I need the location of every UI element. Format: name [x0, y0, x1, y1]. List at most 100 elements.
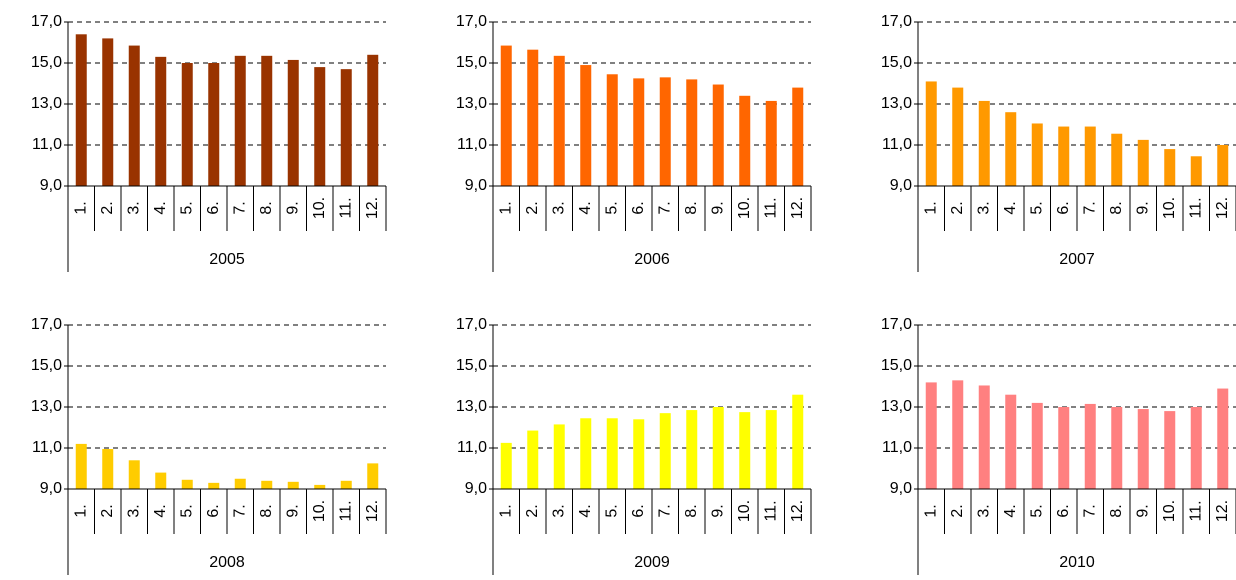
- bar: [1137, 139, 1149, 186]
- x-tick-label: 8.: [683, 201, 700, 214]
- bar: [340, 69, 352, 186]
- x-tick-label: 5.: [603, 504, 620, 517]
- bar: [1111, 407, 1123, 489]
- y-tick-label: 13,0: [31, 95, 62, 112]
- y-tick-label: 15,0: [456, 54, 487, 71]
- x-tick-label: 1.: [72, 504, 89, 517]
- x-tick-label: 4.: [577, 504, 594, 517]
- bar: [659, 77, 671, 186]
- x-tick-label: 8.: [683, 504, 700, 517]
- bar: [500, 442, 512, 489]
- x-tick-label: 8.: [258, 504, 275, 517]
- bar: [367, 463, 379, 489]
- x-tick-label: 4.: [152, 201, 169, 214]
- bar: [367, 54, 379, 186]
- bar: [128, 45, 140, 187]
- bar: [952, 380, 964, 489]
- x-tick-label: 4.: [1002, 201, 1019, 214]
- bar: [181, 63, 193, 186]
- x-tick-label: 7.: [231, 504, 248, 517]
- bar: [208, 63, 220, 186]
- x-tick-label: 9.: [709, 201, 726, 214]
- x-tick-label: 7.: [656, 201, 673, 214]
- bar: [128, 460, 140, 489]
- y-tick-label: 15,0: [31, 54, 62, 71]
- x-tick-label: 9.: [1134, 201, 1151, 214]
- bar: [792, 394, 804, 489]
- x-tick-label: 2.: [949, 504, 966, 517]
- x-tick-label: 6.: [205, 504, 222, 517]
- bar: [1031, 123, 1043, 186]
- bar: [261, 55, 273, 187]
- bar: [181, 479, 193, 489]
- bar: [102, 38, 114, 187]
- bar: [234, 55, 246, 187]
- group-label: 2010: [1059, 554, 1095, 571]
- bar: [1137, 409, 1149, 489]
- bar: [952, 87, 964, 186]
- bar: [102, 449, 114, 489]
- bar: [633, 419, 645, 489]
- bar: [287, 59, 299, 186]
- bar: [1164, 149, 1176, 186]
- y-tick-label: 11,0: [457, 136, 487, 153]
- bar: [925, 81, 937, 186]
- y-tick-label: 15,0: [456, 357, 487, 374]
- bar: [580, 418, 592, 489]
- x-tick-label: 7.: [1081, 504, 1098, 517]
- bar: [1031, 402, 1043, 489]
- x-tick-label: 1.: [497, 504, 514, 517]
- y-tick-label: 9,0: [40, 177, 62, 194]
- x-tick-label: 7.: [656, 504, 673, 517]
- x-tick-label: 9.: [1134, 504, 1151, 517]
- bar: [527, 49, 539, 186]
- x-tick-label: 8.: [1108, 504, 1125, 517]
- y-tick-label: 9,0: [465, 177, 487, 194]
- y-tick-label: 9,0: [40, 480, 62, 497]
- y-tick-label: 13,0: [881, 95, 912, 112]
- x-tick-label: 11.: [762, 197, 779, 218]
- x-tick-label: 5.: [178, 504, 195, 517]
- y-tick-label: 11,0: [32, 439, 62, 456]
- x-tick-label: 10.: [736, 197, 753, 219]
- x-tick-label: 3.: [975, 201, 992, 214]
- y-tick-label: 9,0: [890, 480, 912, 497]
- y-tick-label: 11,0: [882, 439, 912, 456]
- x-tick-label: 3.: [550, 504, 567, 517]
- x-tick-label: 1.: [922, 201, 939, 214]
- x-tick-label: 7.: [231, 201, 248, 214]
- y-tick-label: 17,0: [456, 316, 487, 333]
- x-tick-label: 10.: [311, 500, 328, 522]
- x-tick-label: 8.: [258, 201, 275, 214]
- bar: [580, 65, 592, 186]
- x-tick-label: 10.: [736, 500, 753, 522]
- y-tick-label: 9,0: [465, 480, 487, 497]
- x-tick-label: 6.: [1055, 504, 1072, 517]
- x-tick-label: 2.: [949, 201, 966, 214]
- bar: [686, 79, 698, 186]
- y-tick-label: 15,0: [31, 357, 62, 374]
- x-tick-label: 12.: [1214, 500, 1231, 522]
- y-tick-label: 13,0: [881, 398, 912, 415]
- x-tick-label: 6.: [1055, 201, 1072, 214]
- x-tick-label: 12.: [1214, 197, 1231, 219]
- x-tick-label: 4.: [1002, 504, 1019, 517]
- bar: [1111, 133, 1123, 186]
- y-tick-label: 13,0: [456, 398, 487, 415]
- x-tick-label: 12.: [789, 197, 806, 219]
- x-tick-label: 8.: [1108, 201, 1125, 214]
- group-label: 2009: [634, 554, 670, 571]
- y-tick-label: 11,0: [882, 136, 912, 153]
- bar: [712, 84, 724, 186]
- x-tick-label: 6.: [205, 201, 222, 214]
- bar: [606, 418, 618, 489]
- x-tick-label: 3.: [550, 201, 567, 214]
- bar: [633, 78, 645, 186]
- bar: [1217, 388, 1229, 489]
- group-label: 2005: [209, 251, 245, 268]
- y-tick-label: 13,0: [31, 398, 62, 415]
- bar: [75, 443, 87, 489]
- bar: [739, 412, 751, 489]
- x-tick-label: 10.: [1161, 197, 1178, 219]
- x-tick-label: 6.: [630, 201, 647, 214]
